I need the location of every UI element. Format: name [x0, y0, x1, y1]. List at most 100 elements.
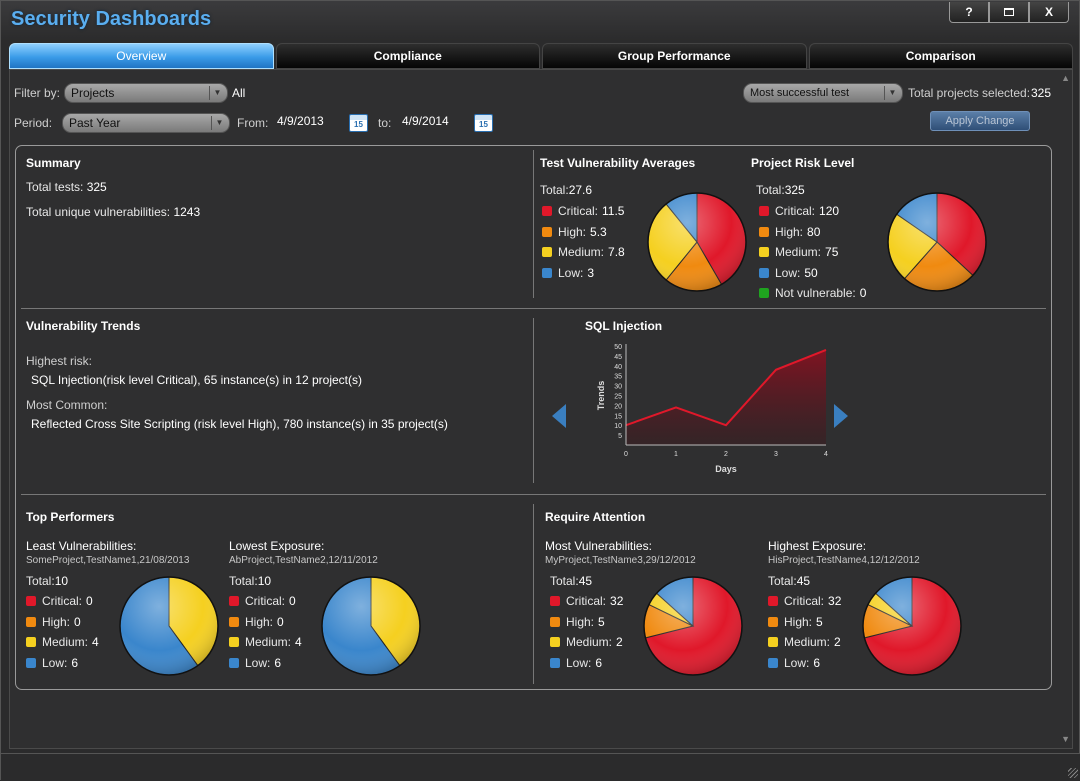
- risk-level-title: Project Risk Level: [751, 156, 855, 170]
- legend-label: Medium:: [784, 635, 831, 649]
- legend-label: High:: [784, 614, 813, 629]
- test-vuln-legend: Critical: 11.5 High: 5.3 Medium: 7.8 Low: 3: [542, 204, 625, 286]
- tab-overview[interactable]: Overview: [9, 43, 274, 69]
- most-vuln-pie: [643, 576, 743, 676]
- from-date-field[interactable]: 4/9/2013: [277, 114, 324, 128]
- legend-label: Critical:: [566, 594, 607, 608]
- legend-label: Critical:: [245, 594, 286, 608]
- sql-injection-chart: 5 10 15 20 25 30 35 40 45 50 0 1 2 3 4 Days Trends: [596, 344, 828, 474]
- pie-shine: [321, 576, 421, 676]
- lowest-exposure-title: Lowest Exposure:: [229, 539, 325, 553]
- total-tests-value: 325: [86, 180, 107, 194]
- legend-value: 0: [859, 286, 867, 300]
- legend-swatch: [26, 596, 36, 606]
- legend-swatch: [542, 226, 552, 237]
- maximize-button[interactable]: [989, 2, 1029, 23]
- next-chart-arrow-icon[interactable]: [834, 404, 848, 428]
- filter-dropdown[interactable]: Projects ▼: [64, 83, 228, 103]
- legend-item: Low: 6: [26, 656, 99, 677]
- least-vuln-legend: Critical: 0 High: 0 Medium: 4 Low: 6: [26, 594, 99, 676]
- legend-label: High:: [245, 614, 274, 629]
- highest-exposure-pie: [862, 576, 962, 676]
- total-label: Total:: [229, 574, 258, 588]
- series-area: [626, 349, 826, 445]
- legend-label: Medium:: [42, 635, 89, 649]
- legend-item: Critical: 32: [550, 594, 623, 615]
- total-value: 27.6: [568, 183, 593, 197]
- tab-compliance[interactable]: Compliance: [275, 43, 540, 69]
- lowest-exposure-total: Total:10: [229, 574, 271, 588]
- apply-change-button[interactable]: Apply Change: [930, 111, 1030, 131]
- sort-dropdown[interactable]: Most successful test ▼: [743, 83, 903, 103]
- legend-swatch: [759, 267, 769, 278]
- period-dropdown[interactable]: Past Year ▼: [62, 113, 230, 133]
- pie-shine: [862, 576, 962, 676]
- legend-label: Not vulnerable:: [775, 286, 856, 300]
- require-attention-title: Require Attention: [545, 510, 646, 524]
- pie-shine: [643, 576, 743, 676]
- y-axis-label: Trends: [596, 381, 606, 411]
- prev-chart-arrow-icon[interactable]: [552, 404, 566, 428]
- unique-vuln-label: Total unique vulnerabilities:: [26, 205, 171, 219]
- legend-item: Low: 6: [229, 656, 302, 677]
- highest-exposure-sub: HisProject,TestName4,12/12/2012: [768, 555, 920, 566]
- legend-value: 0: [289, 594, 296, 608]
- series-line: [625, 349, 827, 427]
- legend-item: Critical: 120: [759, 204, 866, 225]
- legend-item: Critical: 0: [26, 594, 99, 615]
- legend-item: Low: 6: [550, 656, 623, 677]
- legend-label: Critical:: [42, 594, 83, 608]
- scroll-down-icon[interactable]: ▼: [1061, 734, 1070, 744]
- legend-value: 4: [92, 635, 99, 649]
- pie-shine: [119, 576, 219, 676]
- legend-label: Medium:: [558, 245, 605, 259]
- legend-value: 32: [828, 594, 842, 608]
- legend-swatch: [229, 616, 239, 627]
- legend-swatch: [768, 637, 778, 647]
- legend-item: High: 0: [26, 615, 99, 636]
- to-date-field[interactable]: 4/9/2014: [402, 114, 449, 128]
- chart-title: SQL Injection: [585, 319, 663, 333]
- calendar-icon[interactable]: 15: [349, 114, 368, 132]
- legend-label: Low:: [566, 655, 592, 670]
- scroll-up-icon[interactable]: ▲: [1061, 73, 1070, 83]
- divider: [21, 494, 1046, 495]
- y-tick-label: 40: [614, 364, 622, 371]
- filter-all-label: All: [232, 86, 246, 100]
- legend-label: Low:: [784, 655, 810, 670]
- legend-value: 6: [274, 655, 282, 670]
- total-label: Total:: [540, 183, 569, 197]
- legend-label: Medium:: [245, 635, 292, 649]
- calendar-icon[interactable]: 15: [474, 114, 493, 132]
- most-vuln-legend: Critical: 32 High: 5 Medium: 2 Low: 6: [550, 594, 623, 676]
- legend-item: Low: 3: [542, 266, 625, 287]
- close-button[interactable]: X: [1029, 2, 1069, 23]
- legend-label: Critical:: [775, 204, 816, 218]
- x-axis-label: Days: [715, 464, 737, 474]
- period-label: Period:: [14, 116, 53, 130]
- legend-item: High: 5: [550, 615, 623, 636]
- help-button[interactable]: ?: [949, 2, 989, 23]
- legend-swatch: [542, 206, 552, 216]
- legend-swatch: [542, 247, 552, 257]
- y-tick-label: 45: [614, 354, 622, 361]
- legend-value: 5: [598, 614, 605, 629]
- legend-swatch: [550, 657, 560, 668]
- legend-item: Medium: 4: [229, 635, 302, 656]
- test-vuln-total: Total:27.6: [540, 183, 592, 197]
- total-value: 10: [257, 574, 272, 588]
- legend-label: Low:: [42, 655, 68, 670]
- total-value: 325: [784, 183, 805, 197]
- legend-item: Medium: 75: [759, 245, 866, 266]
- resize-grip-icon[interactable]: [1068, 768, 1078, 778]
- tab-group-performance[interactable]: Group Performance: [542, 43, 807, 69]
- chevron-down-icon: ▼: [884, 86, 900, 100]
- sort-value: Most successful test: [750, 87, 850, 99]
- y-tick-label: 15: [614, 413, 622, 420]
- trends-title: Vulnerability Trends: [26, 319, 141, 333]
- legend-value: 0: [277, 614, 284, 629]
- total-value: 45: [796, 574, 811, 588]
- legend-item: Not vulnerable: 0: [759, 286, 866, 307]
- tab-comparison[interactable]: Comparison: [808, 43, 1073, 69]
- x-tick-label: 4: [824, 451, 828, 458]
